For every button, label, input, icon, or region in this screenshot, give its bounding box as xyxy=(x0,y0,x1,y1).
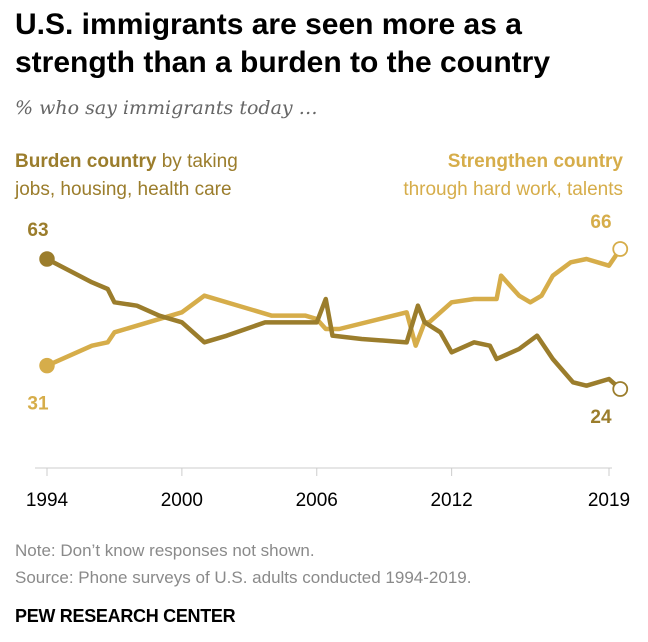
chart-title: U.S. immigrants are seen more as a stren… xyxy=(15,8,551,79)
strength-end-label: 66 xyxy=(590,212,611,233)
x-tick-label-2019: 2019 xyxy=(588,490,630,511)
brand-logo-text: PEW RESEARCH CENTER xyxy=(15,606,236,626)
legend-burden-line1: Burden country by taking xyxy=(15,151,238,172)
legend-burden-rest: by taking xyxy=(156,151,237,172)
legend-burden-line2: jobs, housing, health care xyxy=(14,179,232,200)
legend-strength-bold: Strengthen country xyxy=(448,151,624,172)
x-tick-label-2006: 2006 xyxy=(296,490,338,511)
chart-note: Note: Don’t know responses not shown. xyxy=(15,541,315,560)
x-tick-label-1994: 1994 xyxy=(26,490,69,511)
legend-burden-bold: Burden country xyxy=(15,151,157,172)
strength-start-point xyxy=(39,357,55,374)
chart-source: Source: Phone surveys of U.S. adults con… xyxy=(15,568,472,587)
x-tick-label-2000: 2000 xyxy=(161,490,203,511)
strength-end-point xyxy=(612,241,629,257)
legend-strength-line2: through hard work, talents xyxy=(403,179,623,200)
burden-end-label: 24 xyxy=(590,407,612,428)
strength-start-label: 31 xyxy=(27,394,49,415)
burden-series-line xyxy=(44,256,623,392)
burden-start-point xyxy=(39,251,55,267)
chart-subtitle: % who say immigrants today … xyxy=(15,97,318,119)
burden-start-label: 63 xyxy=(27,220,48,241)
line-chart: Burden country by taking jobs, housing, … xyxy=(14,151,630,511)
burden-end-point xyxy=(612,381,629,397)
strength-series-line xyxy=(44,246,623,368)
x-tick-label-2012: 2012 xyxy=(430,490,472,511)
